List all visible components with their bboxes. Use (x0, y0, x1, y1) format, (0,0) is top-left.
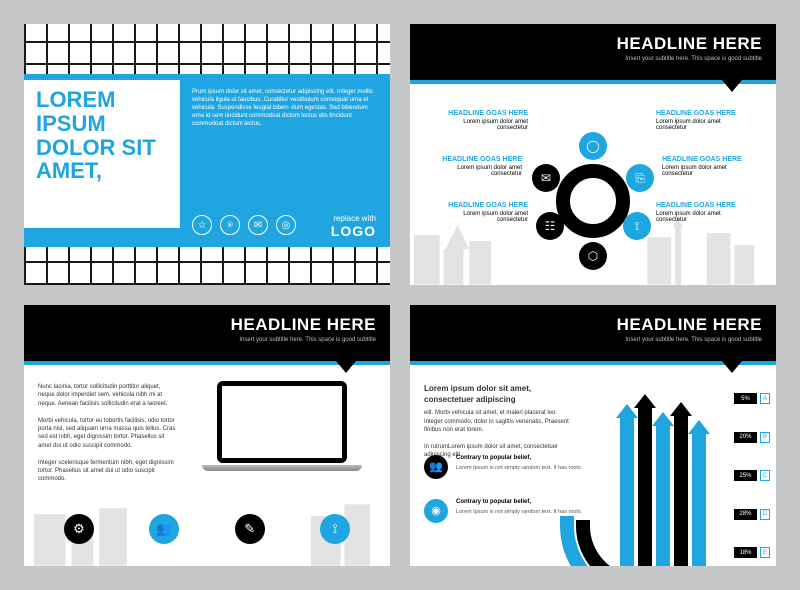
laptop-base (202, 465, 362, 471)
feature-icon: 👥 (424, 455, 448, 479)
percent-letter: C (760, 470, 770, 481)
feature-icon: ◉ (424, 499, 448, 523)
feature-icon: ✎ (235, 514, 265, 544)
arrow-head (634, 394, 656, 408)
chat-icon: ✉ (248, 215, 268, 235)
ring-label: HEADLINE GOAS HERELorem ipsum dolor amet… (438, 202, 528, 223)
ring-label: HEADLINE GOAS HERELorem ipsum dolor amet… (656, 202, 746, 223)
body-para: elit. Morbi vehicula sit amet, et maleri… (424, 409, 574, 459)
percent-value: 5% (734, 393, 757, 404)
percent-value: 20% (734, 432, 757, 443)
percent-letter: A (760, 393, 770, 404)
notch (722, 361, 742, 373)
ring-label: HEADLINE GOAS HERELorem ipsum dolor amet… (662, 156, 752, 177)
subtitle: Insert your subtitle here. This space is… (625, 337, 762, 343)
ring-label: HEADLINE GOAS HERELorem ipsum dolor amet… (438, 110, 528, 131)
feature-item: 👥Contrary to popular belief,Lorem Ipsum … (424, 455, 604, 479)
percent-row: 20%B (734, 432, 770, 443)
ring-core (556, 164, 630, 238)
notch (722, 80, 742, 92)
feature-icon: ⚙ (64, 514, 94, 544)
arrow-head (670, 402, 692, 416)
percent-letter: B (760, 432, 770, 443)
body-heading: Lorem ipsum dolor sit amet, consectetuer… (424, 383, 574, 405)
slide-cover: LOREM IPSUM DOLOR SIT AMET, Prum ipsum d… (24, 24, 390, 285)
laptop-graphic (202, 381, 362, 471)
bookmark-icon: ⍟ (220, 215, 240, 235)
body-text: Nunc lacinia, tortor sollicitudin portti… (38, 383, 178, 484)
logo-pre: replace with (333, 214, 376, 223)
headline: HEADLINE HERE (617, 34, 762, 54)
slide-laptop: HEADLINE HERE Insert your subtitle here.… (24, 305, 390, 566)
arrow-chart (620, 377, 730, 566)
slide-circular: HEADLINE HERE Insert your subtitle here.… (410, 24, 776, 285)
cover-body: Prum ipsum dolor sit amet, consectetur a… (192, 88, 376, 128)
headline: HEADLINE HERE (231, 315, 376, 335)
ring-node: ◯ (579, 132, 607, 160)
cover-icon-row: ☆ ⍟ ✉ ◎ (192, 215, 296, 235)
percent-value: 28% (734, 509, 757, 520)
ring-node: ⬡ (579, 242, 607, 270)
percent-letter: D (760, 509, 770, 520)
percent-row: 28%D (734, 509, 770, 520)
percent-row: 25%C (734, 470, 770, 481)
logo-placeholder: replace with LOGO (331, 214, 376, 239)
cover-title: LOREM IPSUM DOLOR SIT AMET, (36, 88, 171, 183)
slide-arrows: HEADLINE HERE Insert your subtitle here.… (410, 305, 776, 566)
headline: HEADLINE HERE (617, 315, 762, 335)
target-icon: ◎ (276, 215, 296, 235)
laptop-screen (217, 381, 347, 463)
percent-value: 18% (734, 547, 757, 558)
arrow-head (688, 420, 710, 434)
ring-node: ☷ (536, 212, 564, 240)
ring-label: HEADLINE GOAS HERELorem ipsum dolor amet… (432, 156, 522, 177)
notch (336, 361, 356, 373)
percent-row: 18%E (734, 547, 770, 558)
subtitle: Insert your subtitle here. This space is… (625, 56, 762, 62)
percent-letter: E (760, 547, 770, 558)
ring-node: ⟟ (623, 212, 651, 240)
ring-label: HEADLINE GOAS HERELorem ipsum dolor amet… (656, 110, 746, 131)
feature-icon: ⟟ (320, 514, 350, 544)
body-text: Lorem ipsum dolor sit amet, consectetuer… (424, 383, 574, 460)
percent-row: 5%A (734, 393, 770, 404)
ring-node: ⎘ (626, 164, 654, 192)
feature-icon: 👥 (149, 514, 179, 544)
logo-text: LOGO (331, 223, 376, 239)
percent-value: 25% (734, 470, 757, 481)
arrow-base-curve-2 (576, 520, 746, 566)
ring-node: ✉ (532, 164, 560, 192)
subtitle: Insert your subtitle here. This space is… (239, 337, 376, 343)
icon-row: ⚙ 👥 ✎ ⟟ (64, 514, 350, 544)
percent-column: 5%A 20%B 25%C 28%D 18%E (734, 393, 770, 558)
star-icon: ☆ (192, 215, 212, 235)
circular-diagram: ◯✉⎘☷⟟⬡ (538, 146, 648, 256)
